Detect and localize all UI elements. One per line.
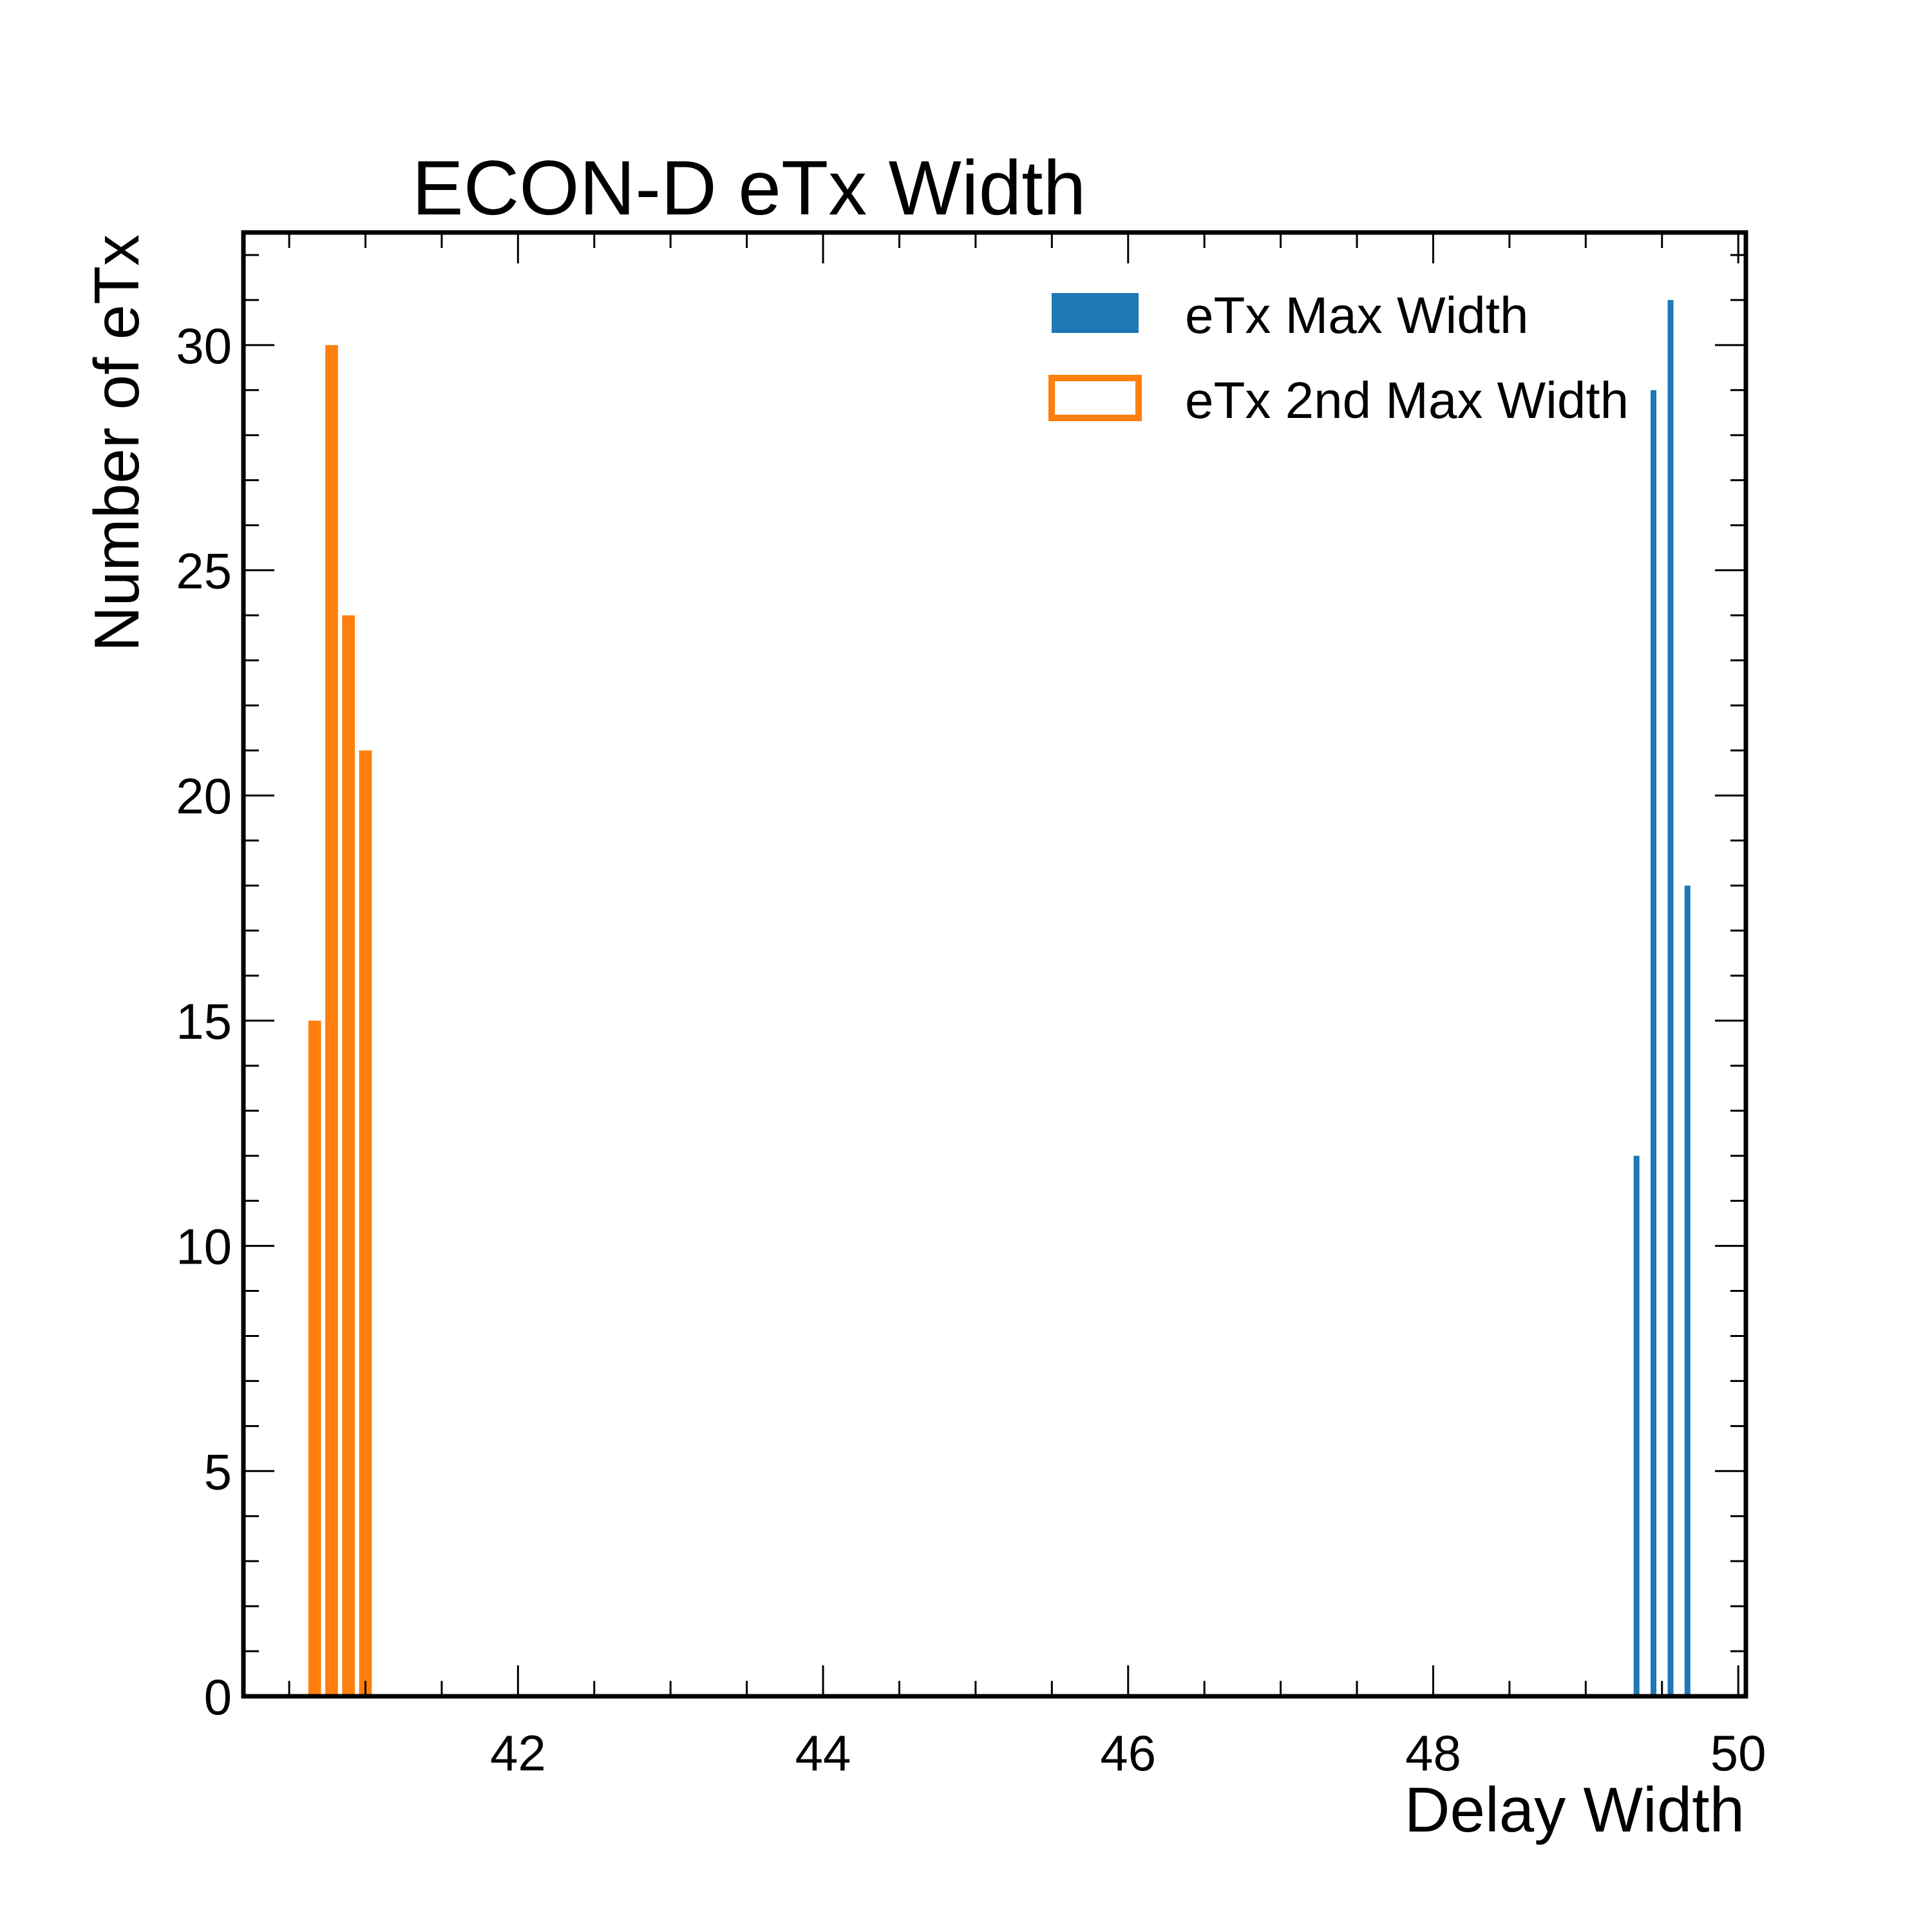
bar-max-width-2 bbox=[1667, 299, 1674, 1697]
legend-label-max-width: eTx Max Width bbox=[1185, 287, 1528, 344]
bar-2nd-max-width-3 bbox=[359, 750, 372, 1696]
bar-2nd-max-width-1 bbox=[325, 345, 338, 1696]
legend-swatch-max-width bbox=[1052, 293, 1139, 333]
bar-max-width-3 bbox=[1684, 886, 1690, 1696]
bar-max-width-0 bbox=[1633, 1155, 1640, 1696]
legend-label-2nd-max-width: eTx 2nd Max Width bbox=[1185, 372, 1629, 429]
bars-layer bbox=[308, 299, 1690, 1697]
bar-2nd-max-width-2 bbox=[342, 615, 355, 1696]
y-tick-label: 25 bbox=[176, 543, 232, 600]
x-axis-label: Delay Width bbox=[1405, 1774, 1745, 1845]
bar-max-width-1 bbox=[1651, 390, 1656, 1696]
y-tick-label: 20 bbox=[176, 768, 232, 824]
ticks-layer bbox=[243, 232, 1746, 1698]
y-tick-label: 5 bbox=[204, 1443, 232, 1500]
x-tick-label: 48 bbox=[1405, 1725, 1461, 1781]
y-tick-label: 0 bbox=[204, 1669, 232, 1725]
tick-labels-layer: 42 44 46 48 50 0 5 10 15 20 25 30 bbox=[176, 317, 1766, 1781]
y-tick-label: 15 bbox=[176, 993, 232, 1050]
y-tick-label: 30 bbox=[176, 317, 232, 374]
x-tick-label: 44 bbox=[795, 1725, 851, 1781]
y-axis-label: Number of eTx bbox=[81, 234, 152, 652]
bar-2nd-max-width-0 bbox=[308, 1020, 321, 1696]
chart-title: ECON-D eTx Width bbox=[412, 145, 1086, 231]
y-tick-label: 10 bbox=[176, 1218, 232, 1275]
x-tick-label: 42 bbox=[490, 1725, 546, 1781]
legend: eTx Max Width eTx 2nd Max Width bbox=[1048, 287, 1629, 429]
x-tick-label: 50 bbox=[1710, 1725, 1766, 1781]
x-tick-label: 46 bbox=[1100, 1725, 1156, 1781]
legend-swatch-2nd-max-width bbox=[1048, 375, 1142, 421]
plot-frame bbox=[241, 230, 1748, 1699]
